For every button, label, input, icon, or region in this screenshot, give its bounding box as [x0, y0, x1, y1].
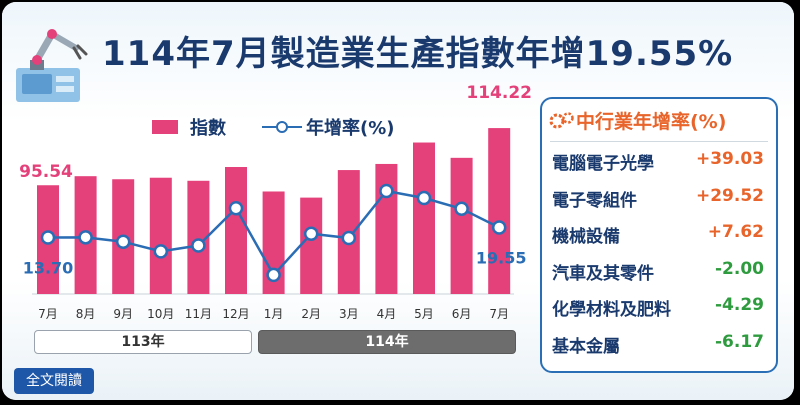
industry-row: 機械設備 +7.62 [552, 222, 768, 254]
industry-name: 機械設備 [552, 227, 620, 247]
growth-rate-point [228, 201, 244, 216]
bar [300, 197, 323, 294]
growth-rate-point [454, 201, 469, 217]
x-tick-label: 7月 [489, 307, 509, 321]
industry-name: 基本金屬 [552, 336, 620, 357]
x-tick-label: 5月 [414, 307, 434, 321]
infographic-card: 114年7月製造業生產指數年增19.55% 指數 年增率(%) 7月 8月 9月 10… [2, 2, 794, 400]
panel-title: 中行業年增率(%) [576, 111, 727, 133]
x-tick-label: 4月 [377, 307, 397, 321]
growth-rate-point [379, 183, 394, 199]
x-tick-label: 6月 [452, 307, 472, 321]
line-data-label: 13.70 [23, 258, 74, 277]
bar-legend-label: 指數 [190, 118, 226, 139]
x-tick-label: 10月 [147, 307, 174, 321]
bar [375, 163, 398, 294]
industry-growth-value: +29.52 [695, 185, 764, 206]
industry-growth-value: +39.03 [695, 149, 764, 169]
industry-row: 化學材料及肥料 -4.29 [552, 295, 768, 327]
read-more-button[interactable]: 全文閱讀 [14, 368, 94, 394]
line-legend-label: 年增率(%) [306, 118, 395, 139]
x-tick-label: 12月 [222, 307, 249, 321]
x-tick-label: 9月 [113, 307, 133, 321]
growth-rate-point [153, 244, 169, 259]
x-tick-label: 3月 [339, 307, 359, 321]
bar [149, 177, 172, 294]
bar-data-label: 95.54 [19, 162, 73, 182]
x-tick-label: 1月 [264, 307, 284, 321]
growth-rate-point [115, 234, 131, 250]
year-label-113: 113年 [34, 330, 252, 354]
page-title: 114年7月製造業生產指數年增19.55% [102, 34, 734, 74]
industry-row: 電腦電子光學 +39.03 [552, 149, 768, 181]
industry-name: 電腦電子光學 [552, 154, 654, 174]
industry-row: 電子零組件 +29.52 [552, 186, 768, 218]
x-tick-label: 2月 [301, 307, 321, 321]
bar [488, 128, 511, 294]
bar-data-label: 114.22 [466, 83, 532, 103]
growth-rate-point [303, 226, 319, 241]
industry-row: 汽車及其零件 -2.00 [552, 259, 768, 291]
year-label-114: 114年 [258, 330, 516, 354]
growth-rate-point [191, 238, 206, 253]
growth-rate-point [40, 230, 56, 245]
x-tick-label: 11月 [185, 307, 212, 321]
growth-rate-point [416, 190, 432, 206]
chart-legend: 指數 年增率(%) [152, 114, 395, 140]
growth-rate-point [341, 230, 357, 246]
growth-rate-point [78, 230, 93, 245]
industry-growth-value: +7.62 [707, 222, 764, 242]
production-index-chart: 7月 8月 9月 10月 11月 12月 1月 2月 3月 4月 5月 6月 7月 95.54 114.22… [19, 83, 532, 321]
panel-divider [550, 141, 768, 142]
gear-icon [549, 112, 574, 129]
x-tick-label: 8月 [76, 307, 96, 321]
bar [450, 157, 473, 294]
industry-growth-value: -2.00 [715, 258, 764, 279]
industry-name: 化學材料及肥料 [552, 300, 671, 320]
bar [413, 142, 435, 294]
bar-legend-swatch [152, 120, 178, 134]
line-legend-icon [262, 121, 302, 133]
industry-name: 汽車及其零件 [552, 263, 654, 284]
robot-arm-icon [16, 29, 88, 102]
bar [225, 167, 247, 294]
industry-growth-value: -6.17 [715, 331, 764, 352]
industry-row: 基本金屬 -6.17 [552, 332, 768, 364]
line-data-label: 19.55 [476, 248, 527, 267]
industry-growth-value: -4.29 [715, 295, 764, 315]
industry-growth-panel: 中行業年增率(%) 電腦電子光學 +39.03 電子零組件 +29.52 機械設備 +7.… [540, 97, 778, 373]
growth-rate-point [266, 267, 281, 283]
x-tick-label: 7月 [38, 307, 58, 321]
growth-rate-point [491, 220, 507, 235]
industry-name: 電子零組件 [552, 190, 637, 211]
bar [187, 180, 210, 294]
